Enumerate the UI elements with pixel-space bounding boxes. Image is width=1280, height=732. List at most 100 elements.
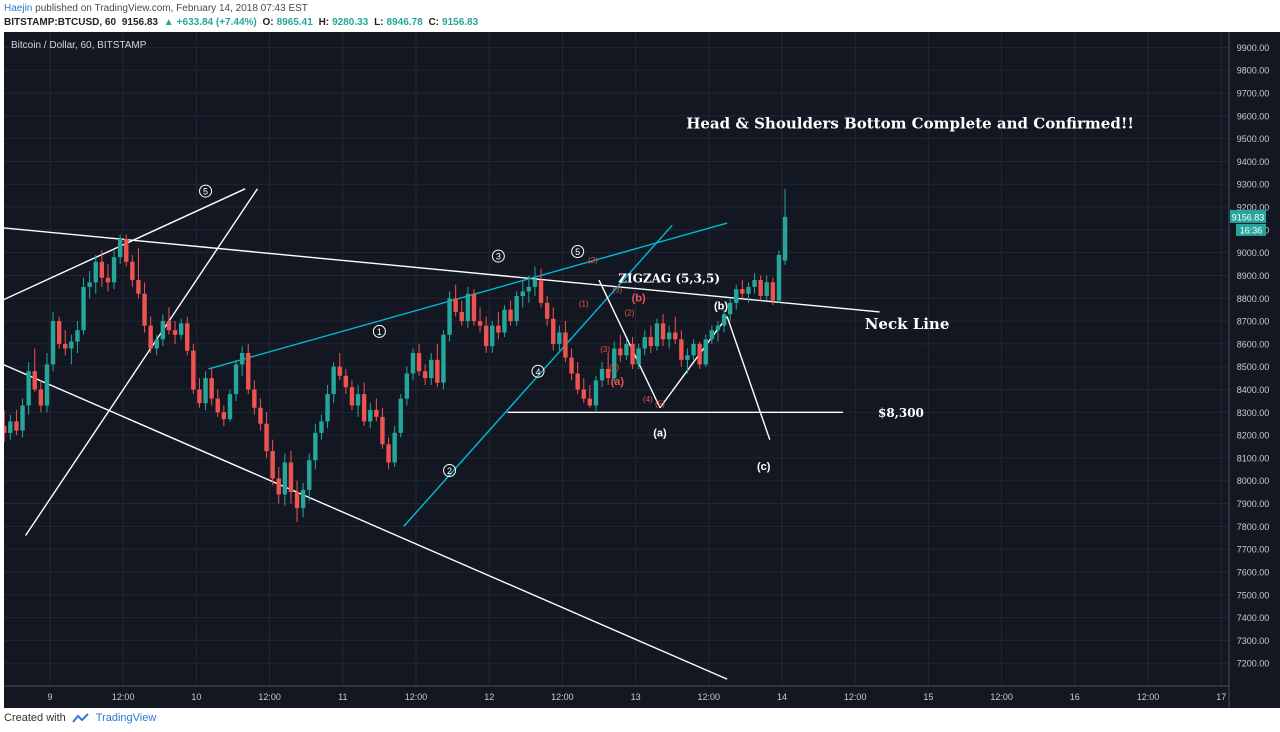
candle-body[interactable] — [764, 282, 769, 296]
candle-body[interactable] — [721, 314, 727, 326]
candle-body[interactable] — [593, 380, 599, 406]
candle-body[interactable] — [398, 398, 403, 433]
time-axis[interactable]: 9 12:00 10 12:00 11 12:00 12 12:00 13 12:00 14 12:0… — [47, 692, 1226, 702]
zigzag-a[interactable] — [598, 279, 661, 409]
candle-body[interactable] — [502, 309, 507, 333]
candle-body[interactable] — [93, 261, 98, 283]
candle-body[interactable] — [429, 359, 434, 379]
candle-body[interactable] — [325, 394, 330, 422]
candle-body[interactable] — [374, 410, 379, 417]
candle-body[interactable] — [422, 371, 428, 379]
candle-body[interactable] — [636, 348, 641, 365]
candle-body[interactable] — [404, 373, 410, 399]
candle-body[interactable] — [349, 387, 355, 406]
candle-body[interactable] — [410, 353, 416, 374]
candle-body[interactable] — [136, 280, 141, 294]
candle-body[interactable] — [435, 359, 440, 383]
candle-body[interactable] — [758, 280, 763, 296]
candle-body[interactable] — [185, 323, 190, 351]
candle-body[interactable] — [87, 282, 92, 287]
candle-body[interactable] — [215, 398, 220, 413]
candle-body[interactable] — [447, 298, 452, 335]
candle-body[interactable] — [355, 394, 361, 406]
candle-body[interactable] — [81, 286, 86, 331]
candle-body[interactable] — [154, 339, 159, 349]
candle-body[interactable] — [673, 332, 678, 340]
candle-body[interactable] — [685, 355, 690, 360]
candle-body[interactable] — [14, 421, 19, 431]
candle-body[interactable] — [337, 366, 342, 376]
candle-body[interactable] — [782, 216, 788, 261]
candle-body[interactable] — [752, 280, 757, 287]
candle-body[interactable] — [368, 410, 373, 422]
candle-body[interactable] — [740, 289, 745, 294]
candle-body[interactable] — [453, 298, 458, 312]
candle-body[interactable] — [270, 451, 275, 479]
candle-body[interactable] — [416, 353, 422, 372]
candle-body[interactable] — [618, 348, 623, 356]
candle-body[interactable] — [142, 293, 147, 326]
author-link[interactable]: Haejin — [4, 3, 33, 14]
candle-body[interactable] — [361, 394, 367, 422]
candle-body[interactable] — [624, 343, 629, 356]
candle-body[interactable] — [544, 302, 550, 319]
candle-body[interactable] — [233, 364, 239, 395]
candle-body[interactable] — [50, 321, 56, 365]
candle-body[interactable] — [605, 368, 611, 379]
candle-body[interactable] — [587, 398, 593, 406]
candle-body[interactable] — [557, 332, 562, 344]
candle-body[interactable] — [99, 261, 105, 278]
candle-body[interactable] — [697, 343, 702, 365]
candle-body[interactable] — [642, 337, 647, 349]
candle-body[interactable] — [264, 423, 269, 452]
tradingview-link[interactable]: TradingView — [95, 712, 157, 724]
candle-body[interactable] — [386, 444, 391, 463]
candle-body[interactable] — [239, 353, 245, 365]
candle-body[interactable] — [532, 280, 538, 287]
candle-body[interactable] — [648, 337, 654, 347]
candle-body[interactable] — [331, 366, 336, 395]
candle-body[interactable] — [56, 321, 62, 344]
candle-body[interactable] — [715, 325, 721, 331]
upper-trend-left[interactable] — [4, 188, 246, 312]
candle-body[interactable] — [124, 238, 129, 262]
candle-body[interactable] — [32, 371, 37, 390]
candle-body[interactable] — [459, 311, 464, 322]
candle-body[interactable] — [776, 254, 782, 301]
candle-body[interactable] — [160, 321, 166, 340]
candle-body[interactable] — [313, 432, 318, 461]
price-axis[interactable]: 9900.00 9800.00 9700.00 9600.00 9500.00 9400.… — [1230, 43, 1269, 669]
candle-body[interactable] — [288, 462, 294, 493]
candle-body[interactable] — [258, 407, 263, 424]
candle-body[interactable] — [117, 238, 123, 258]
candle-body[interactable] — [520, 291, 525, 296]
candle-body[interactable] — [20, 405, 25, 431]
candle-body[interactable] — [746, 286, 751, 294]
candle-body[interactable] — [483, 325, 489, 347]
candle-body[interactable] — [343, 375, 349, 388]
candle-body[interactable] — [526, 286, 532, 292]
candle-body[interactable] — [44, 364, 50, 406]
candle-body[interactable] — [392, 432, 397, 463]
candle-body[interactable] — [679, 339, 684, 360]
candle-body[interactable] — [727, 302, 733, 315]
candle-body[interactable] — [282, 462, 288, 495]
candle-body[interactable] — [276, 478, 281, 495]
candle-body[interactable] — [599, 368, 605, 381]
candle-body[interactable] — [691, 343, 696, 356]
candle-body[interactable] — [4, 426, 7, 433]
candle-body[interactable] — [380, 416, 385, 445]
candle-body[interactable] — [575, 373, 580, 390]
candle-body[interactable] — [551, 318, 556, 344]
candle-body[interactable] — [307, 460, 312, 490]
candle-body[interactable] — [660, 323, 666, 340]
candle-body[interactable] — [734, 289, 739, 303]
candle-body[interactable] — [294, 492, 300, 509]
candle-body[interactable] — [563, 332, 568, 358]
candle-body[interactable] — [709, 330, 715, 340]
candle-body[interactable] — [191, 350, 196, 390]
zigzag-b[interactable] — [659, 316, 728, 409]
candle-body[interactable] — [172, 330, 178, 335]
candle-body[interactable] — [69, 341, 74, 349]
